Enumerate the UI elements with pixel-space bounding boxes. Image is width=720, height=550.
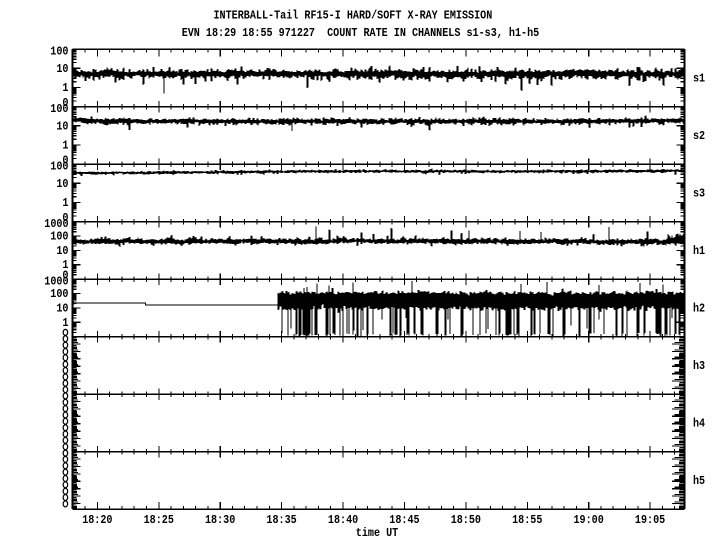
svg-text:18:25: 18:25 xyxy=(144,513,174,527)
svg-text:1: 1 xyxy=(62,138,68,152)
svg-text:1: 1 xyxy=(62,81,68,95)
svg-text:18:35: 18:35 xyxy=(266,513,296,527)
svg-text:1: 1 xyxy=(62,316,68,330)
svg-text:0: 0 xyxy=(62,153,68,167)
svg-text:10: 10 xyxy=(56,62,68,76)
svg-text:0: 0 xyxy=(62,96,68,110)
svg-text:18:55: 18:55 xyxy=(512,513,542,527)
svg-text:18:45: 18:45 xyxy=(389,513,419,527)
svg-text:h2: h2 xyxy=(693,301,705,315)
svg-text:19:05: 19:05 xyxy=(635,513,665,527)
svg-text:0: 0 xyxy=(62,268,68,282)
svg-text:100: 100 xyxy=(50,159,68,173)
svg-text:18:50: 18:50 xyxy=(451,513,481,527)
svg-text:18:30: 18:30 xyxy=(205,513,235,527)
svg-text:s2: s2 xyxy=(693,129,705,143)
svg-text:h4: h4 xyxy=(693,416,705,430)
svg-text:s3: s3 xyxy=(693,186,705,200)
svg-text:10: 10 xyxy=(56,119,68,133)
svg-text:18:20: 18:20 xyxy=(82,513,112,527)
svg-text:100: 100 xyxy=(50,230,68,244)
svg-text:h3: h3 xyxy=(693,359,705,373)
svg-text:s1: s1 xyxy=(693,71,705,85)
svg-text:10: 10 xyxy=(56,177,68,191)
svg-text:100: 100 xyxy=(50,287,68,301)
svg-text:100: 100 xyxy=(50,102,68,116)
svg-text:1: 1 xyxy=(62,196,68,210)
svg-text:1: 1 xyxy=(62,258,68,272)
svg-text:10: 10 xyxy=(56,244,68,258)
svg-text:1000: 1000 xyxy=(44,274,68,288)
svg-text:h1: h1 xyxy=(693,244,705,258)
svg-text:time UT: time UT xyxy=(356,526,398,540)
svg-text:18:40: 18:40 xyxy=(328,513,358,527)
svg-text:h5: h5 xyxy=(693,474,705,488)
svg-text:1000: 1000 xyxy=(44,217,68,231)
svg-text:19:00: 19:00 xyxy=(574,513,604,527)
svg-text:100: 100 xyxy=(50,44,68,58)
svg-text:EVN 18:29 18:55 971227 COUNT: EVN 18:29 18:55 971227 COUNT RATE IN CHA… xyxy=(182,26,540,40)
svg-text:INTERBALL-Tail RF15-I HARD/SOF: INTERBALL-Tail RF15-I HARD/SOFT X-RAY EM… xyxy=(214,8,493,22)
svg-text:10: 10 xyxy=(56,301,68,315)
svg-text:0: 0 xyxy=(62,211,68,225)
